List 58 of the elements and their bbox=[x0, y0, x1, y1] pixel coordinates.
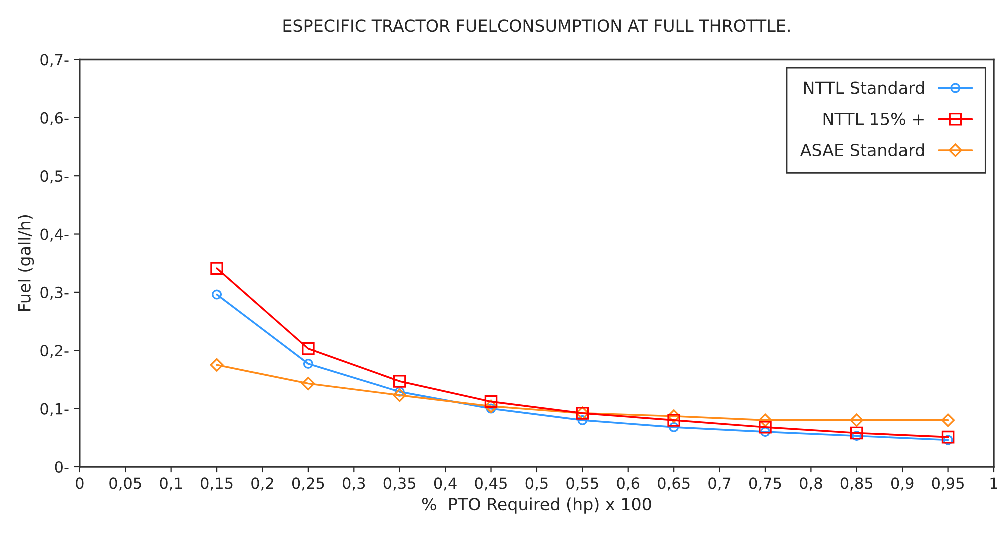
point bbox=[484, 400, 498, 414]
x-axis-title: % PTO Required (hp) x 100 bbox=[422, 498, 652, 514]
y-tick-label: 0,3- bbox=[40, 286, 69, 300]
point bbox=[760, 427, 770, 438]
point bbox=[850, 426, 864, 440]
x-tick-label: 0,85 bbox=[840, 478, 873, 491]
x-tick-label: 0,8 bbox=[800, 478, 822, 491]
point bbox=[759, 421, 772, 434]
legend-label: NTTL 15% + bbox=[824, 112, 924, 126]
x-tick-label: 0,95 bbox=[932, 478, 964, 491]
y-tick-label: 0- bbox=[55, 461, 69, 473]
point bbox=[758, 414, 772, 428]
legend-label: ASAE Standard bbox=[800, 144, 924, 157]
point bbox=[302, 342, 315, 356]
x-tick-label: 0,35 bbox=[384, 478, 416, 491]
x-tick-label: 0,45 bbox=[475, 478, 507, 491]
y-axis-title: Fuel (gall/h) bbox=[18, 215, 34, 312]
x-tick-label: 0,55 bbox=[566, 478, 598, 491]
x-tick-label: 0 bbox=[76, 478, 84, 490]
point bbox=[852, 431, 862, 442]
y-tick-label: 0,5- bbox=[40, 170, 69, 184]
point bbox=[942, 430, 955, 444]
y-tick-label: 0,1- bbox=[40, 403, 69, 416]
x-tick-label: 0,9 bbox=[891, 478, 914, 491]
y-tick-label: 0,2- bbox=[40, 345, 69, 358]
point bbox=[210, 262, 224, 275]
y-tick-label: 0,4- bbox=[40, 228, 69, 242]
x-tick-label: 0,4 bbox=[434, 478, 457, 491]
x-tick-label: 0,05 bbox=[110, 478, 142, 491]
legend-label: NTTL Standard bbox=[804, 81, 924, 94]
x-tick-label: 0,6 bbox=[617, 478, 640, 491]
point bbox=[668, 414, 680, 427]
x-tick-label: 0,15 bbox=[201, 478, 233, 491]
y-tick-label: 0,7- bbox=[40, 54, 69, 68]
point bbox=[393, 375, 406, 388]
point bbox=[393, 388, 407, 402]
point bbox=[303, 359, 314, 370]
x-tick-label: 0,75 bbox=[749, 478, 782, 491]
point bbox=[669, 422, 680, 432]
point bbox=[484, 395, 498, 408]
point bbox=[212, 290, 222, 300]
x-tick-label: 0,5 bbox=[526, 478, 548, 491]
point bbox=[210, 358, 224, 372]
chart-title: ESPECIFIC TRACTOR FUELCONSUMPTION AT FULL THROTTLE. bbox=[284, 20, 790, 32]
point bbox=[942, 414, 956, 428]
x-tick-label: 0,65 bbox=[658, 478, 690, 491]
x-tick-label: 1 bbox=[990, 478, 998, 490]
y-tick-label: 0,6- bbox=[40, 112, 69, 126]
x-tick-label: 0,3 bbox=[343, 478, 366, 491]
x-tick-label: 0,25 bbox=[292, 478, 324, 491]
x-tick-label: 0,2 bbox=[252, 478, 274, 491]
point bbox=[302, 377, 316, 391]
x-tick-label: 0,7 bbox=[708, 478, 731, 491]
point bbox=[850, 414, 864, 428]
x-tick-label: 0,1 bbox=[160, 478, 182, 491]
point bbox=[578, 415, 588, 426]
point bbox=[943, 435, 954, 446]
point bbox=[667, 410, 681, 424]
